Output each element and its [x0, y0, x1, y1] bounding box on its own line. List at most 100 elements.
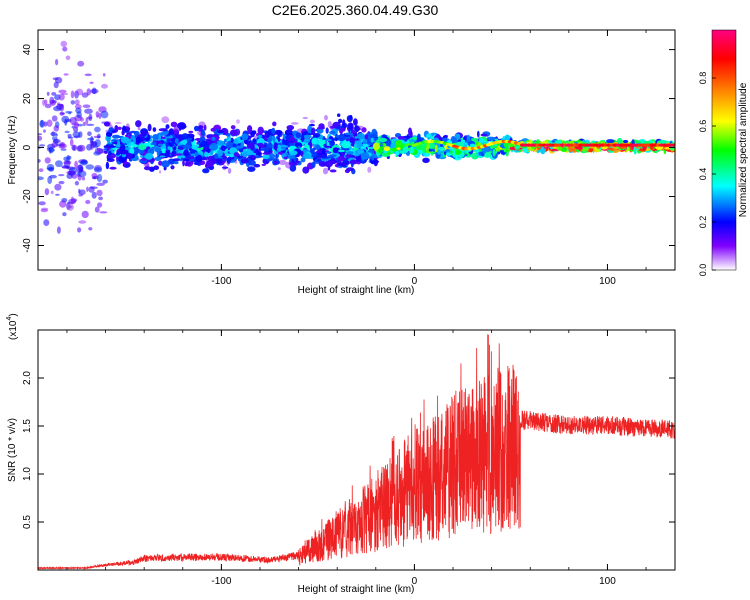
spectrogram-cell [466, 149, 469, 154]
colorbar-tick-label: 0.6 [698, 120, 708, 133]
spectrogram-cell [39, 144, 45, 147]
spectrogram-cell [78, 220, 87, 224]
spectrogram-cell [200, 140, 208, 147]
spectrogram-cell [257, 126, 264, 135]
spectrogram-cell [181, 140, 187, 145]
spectrogram-cell [399, 150, 405, 154]
spectrogram-cell [74, 99, 80, 106]
spectrogram-cell [38, 201, 46, 206]
spectrogram-cell [53, 81, 59, 89]
spectrogram-cell [173, 129, 180, 136]
spectrogram-cell [160, 136, 166, 139]
spectrogram-cell [316, 126, 326, 130]
colorbar-ticks: 0.0 0.2 0.4 0.6 0.8 [698, 72, 716, 276]
snr-scale-base: (x10 [8, 320, 19, 340]
spectrogram-cell [383, 146, 391, 152]
spectrogram-cell [184, 162, 189, 167]
spectrogram-cell [426, 141, 430, 150]
spectrogram-cell [300, 157, 306, 163]
spectrogram-cell [270, 158, 280, 161]
spectrogram-cell [88, 186, 95, 193]
spectrogram-cell [203, 124, 207, 131]
spectrogram-cell [181, 133, 189, 140]
spectrogram-cell [161, 131, 169, 136]
spectrogram-cell [217, 140, 225, 146]
spectrogram-cell [108, 150, 112, 156]
spectrogram-cell [409, 146, 415, 154]
spectrogram-cell [315, 144, 321, 151]
spectrogram-cell [168, 128, 174, 136]
spectrogram-cell [225, 141, 234, 149]
spectrogram-cell [167, 146, 172, 150]
spectrogram-cell [85, 164, 95, 170]
spectrogram-cell [325, 127, 329, 134]
spectrogram-cell [391, 147, 398, 152]
spectrogram-cell [183, 144, 192, 150]
spectrogram-cell [96, 174, 103, 182]
colorbar-tick-label: 0.8 [698, 72, 708, 85]
spectrogram-cell [204, 147, 210, 150]
spectrogram-cell [100, 110, 109, 119]
spectrogram-cell [230, 125, 236, 130]
spectrogram-cell [46, 91, 50, 96]
spectrogram-cell [111, 147, 119, 150]
spectrogram-cell [349, 115, 353, 119]
spectrogram-cell [56, 226, 61, 234]
spectrogram-cell [38, 135, 43, 141]
spectrogram-cell [268, 153, 276, 159]
spectrogram-cell [623, 139, 629, 144]
spectrogram-cell [50, 132, 58, 136]
spectrogram-cell [251, 155, 255, 158]
spectrogram-cell [174, 138, 179, 144]
spectrogram-cell [77, 164, 84, 172]
spectrogram-cell [248, 160, 256, 166]
spectrogram-cell [47, 176, 53, 184]
spectrogram-cell [616, 137, 623, 145]
spectrogram-cell [177, 147, 184, 150]
spectrogram-cell [173, 146, 177, 151]
spectrogram-cell [85, 199, 91, 205]
spectrogram-cell [361, 127, 367, 133]
spectrogram-x-ticks: -100 0 100 [66, 30, 647, 287]
spectrogram-cell [327, 121, 332, 128]
spectrogram-cell [135, 120, 142, 128]
spectrogram-cell [205, 160, 214, 168]
spectrogram-cell [170, 165, 175, 170]
spectrogram-cell [111, 139, 119, 142]
spectrogram-cell [543, 146, 550, 149]
spectrogram-cell [170, 121, 178, 128]
spectrogram-cell [64, 118, 68, 126]
spectrogram-cell [329, 140, 335, 147]
spectrogram-cell [233, 138, 239, 145]
spectrogram-cell [51, 142, 59, 148]
spectrogram-cell [131, 144, 139, 148]
spectrogram-cell [262, 147, 270, 152]
spectrogram-cell [109, 166, 117, 170]
spectrogram-cell [486, 136, 495, 141]
spectrogram-cell [315, 153, 321, 158]
spectrogram-cell [121, 152, 126, 155]
spectrogram-cell [284, 135, 292, 140]
spectrogram-cell [288, 150, 298, 156]
x-tick-label: 100 [599, 576, 616, 587]
spectrogram-cell [161, 160, 170, 168]
spectrogram-cell [39, 120, 45, 128]
y-tick-label: 0 [22, 144, 33, 150]
snr-frame [37, 329, 676, 571]
spectrogram-cell [43, 121, 48, 127]
spectrogram-cell [317, 159, 321, 162]
spectrogram-cell [263, 142, 268, 145]
spectrogram-cell [349, 159, 358, 165]
spectrogram-cell [196, 144, 200, 148]
spectrogram-y-axis-label: Frequency (Hz) [7, 116, 18, 185]
spectrogram-cell [122, 126, 131, 132]
spectrogram-cell [77, 144, 86, 152]
spectrogram-cell [102, 73, 106, 77]
spectrogram-cell [96, 115, 99, 118]
spectrogram-cell [161, 116, 170, 124]
spectrogram-cell [143, 163, 150, 167]
spectrogram-cell [341, 133, 345, 139]
spectrogram-cell [337, 162, 346, 167]
spectrogram-cell [198, 125, 204, 130]
spectrogram-cell [311, 161, 316, 169]
